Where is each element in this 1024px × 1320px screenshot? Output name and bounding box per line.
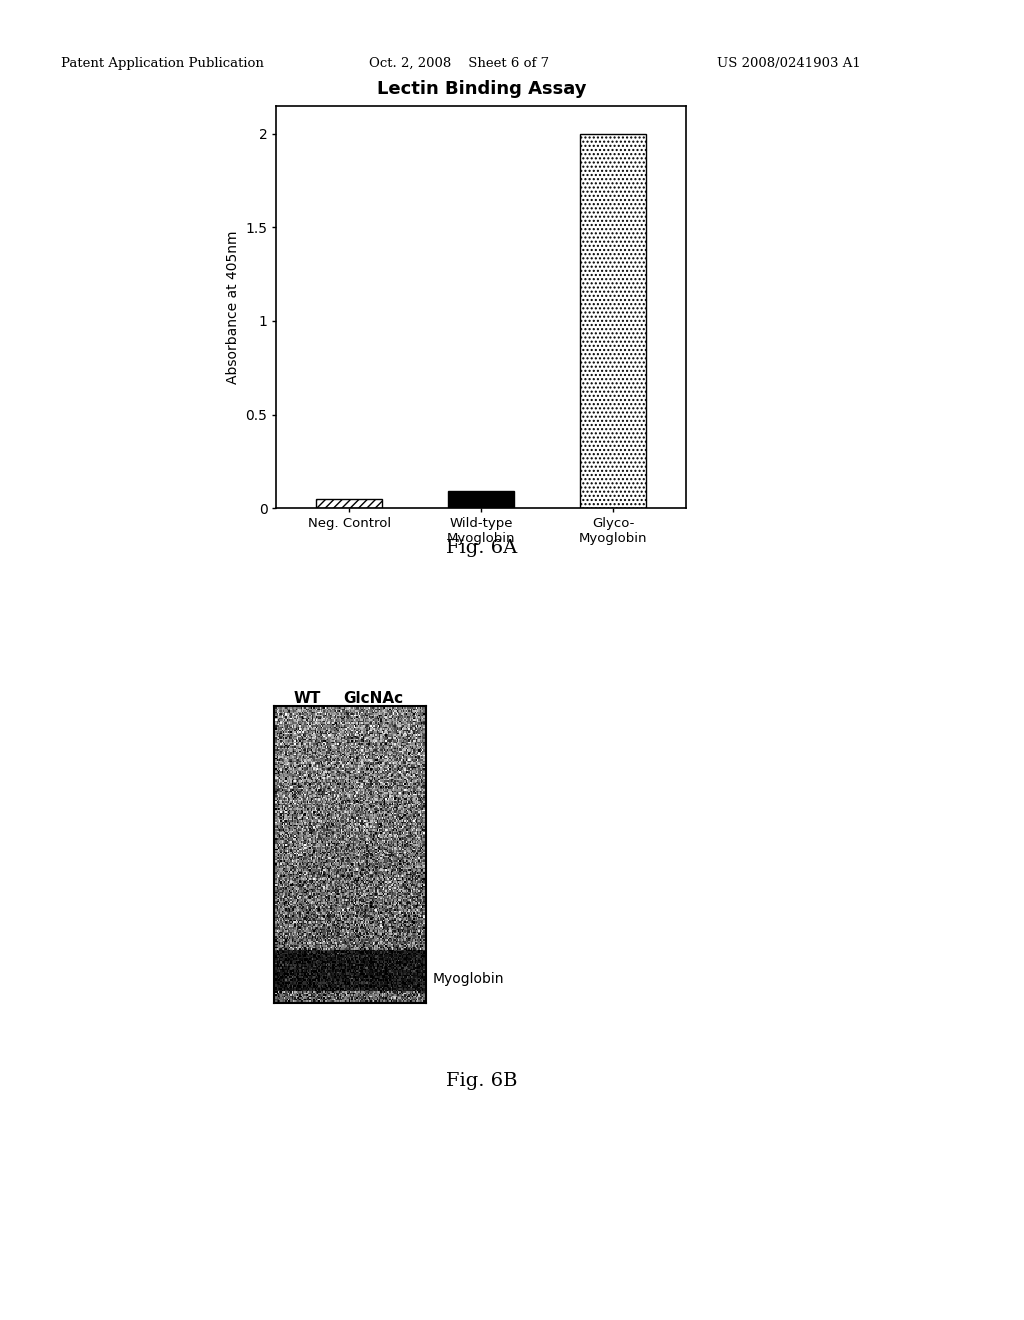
Text: Patent Application Publication: Patent Application Publication (61, 57, 264, 70)
Text: Myoglobin: Myoglobin (432, 973, 504, 986)
Text: WT: WT (294, 692, 321, 706)
Title: Lectin Binding Assay: Lectin Binding Assay (377, 81, 586, 99)
Bar (449, 491, 514, 508)
Bar (581, 133, 646, 508)
Text: Fig. 6A: Fig. 6A (445, 539, 517, 557)
Text: Oct. 2, 2008    Sheet 6 of 7: Oct. 2, 2008 Sheet 6 of 7 (369, 57, 549, 70)
Y-axis label: Absorbance at 405nm: Absorbance at 405nm (226, 230, 240, 384)
Bar (316, 499, 382, 508)
Text: GlcNAc: GlcNAc (344, 692, 403, 706)
Text: Fig. 6B: Fig. 6B (445, 1072, 517, 1090)
Text: US 2008/0241903 A1: US 2008/0241903 A1 (717, 57, 860, 70)
